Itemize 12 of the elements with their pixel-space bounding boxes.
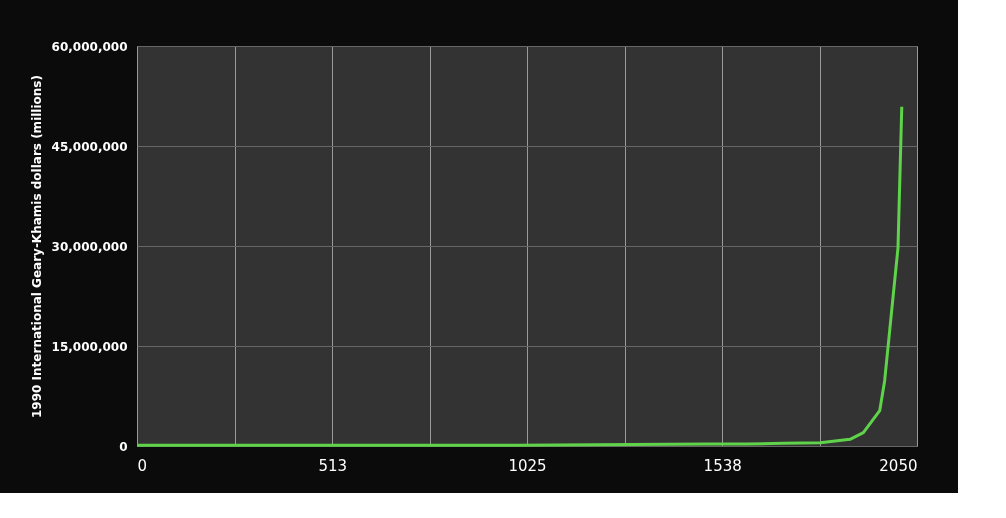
y-tick-label: 45,000,000	[51, 139, 128, 154]
x-tick-label: 1025	[508, 456, 547, 475]
y-tick-label: 60,000,000	[51, 39, 128, 54]
x-tick-label: 2050	[879, 456, 918, 475]
x-tick-label: 0	[137, 456, 148, 475]
x-tick-label: 513	[318, 456, 348, 475]
line-series	[135, 105, 904, 447]
y-tick-label: 15,000,000	[51, 339, 128, 354]
y-tick-label: 30,000,000	[51, 239, 128, 254]
x-tick-label: 1538	[703, 456, 742, 475]
y-tick-label: 0	[119, 439, 128, 454]
y-axis-title: 1990 International Geary-Khamis dollars (millions)	[29, 75, 44, 418]
